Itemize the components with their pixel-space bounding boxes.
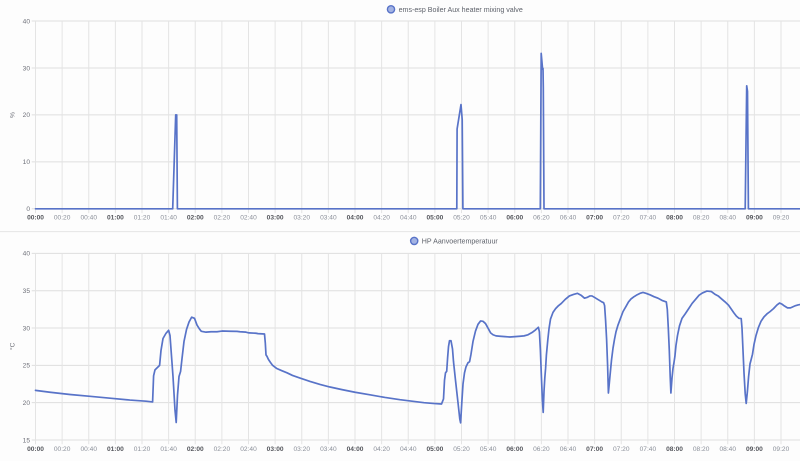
svg-text:06:20: 06:20: [533, 446, 550, 453]
svg-text:0: 0: [26, 206, 30, 213]
svg-text:00:40: 00:40: [80, 215, 97, 222]
svg-text:08:20: 08:20: [693, 215, 710, 222]
svg-text:08:40: 08:40: [719, 215, 736, 222]
svg-text:05:20: 05:20: [453, 215, 470, 222]
svg-text:07:40: 07:40: [640, 215, 657, 222]
svg-text:08:00: 08:00: [666, 446, 683, 453]
svg-text:30: 30: [23, 325, 31, 332]
svg-text:03:00: 03:00: [267, 215, 284, 222]
svg-text:06:00: 06:00: [506, 446, 523, 453]
svg-text:08:40: 08:40: [719, 446, 736, 453]
svg-text:35: 35: [23, 288, 31, 295]
svg-text:03:00: 03:00: [267, 446, 284, 453]
svg-text:02:20: 02:20: [214, 446, 231, 453]
svg-text:20: 20: [23, 112, 31, 119]
svg-text:07:00: 07:00: [586, 215, 603, 222]
svg-text:04:40: 04:40: [400, 215, 417, 222]
svg-text:04:00: 04:00: [347, 446, 364, 453]
svg-text:07:20: 07:20: [613, 215, 630, 222]
svg-text:10: 10: [23, 159, 31, 166]
svg-text:05:00: 05:00: [426, 446, 443, 453]
svg-text:07:00: 07:00: [586, 446, 603, 453]
svg-text:05:40: 05:40: [480, 446, 497, 453]
svg-text:02:20: 02:20: [214, 215, 231, 222]
svg-text:07:20: 07:20: [613, 446, 630, 453]
svg-text:05:20: 05:20: [453, 446, 470, 453]
svg-text:01:40: 01:40: [160, 215, 177, 222]
svg-text:07:40: 07:40: [640, 446, 657, 453]
svg-text:00:00: 00:00: [27, 446, 44, 453]
svg-text:25: 25: [23, 363, 31, 370]
svg-text:00:00: 00:00: [27, 215, 44, 222]
svg-text:05:00: 05:00: [426, 215, 443, 222]
svg-text:01:00: 01:00: [107, 446, 124, 453]
svg-text:06:00: 06:00: [506, 215, 523, 222]
svg-text:04:20: 04:20: [373, 446, 390, 453]
svg-text:05:40: 05:40: [480, 215, 497, 222]
svg-text:00:40: 00:40: [80, 446, 97, 453]
svg-text:HP Aanvoertemperatuur: HP Aanvoertemperatuur: [422, 238, 499, 246]
svg-text:01:20: 01:20: [134, 446, 151, 453]
svg-text:09:20: 09:20: [773, 446, 790, 453]
svg-text:08:20: 08:20: [693, 446, 710, 453]
svg-text:04:20: 04:20: [373, 215, 390, 222]
svg-text:08:00: 08:00: [666, 215, 683, 222]
svg-text:06:40: 06:40: [560, 215, 577, 222]
svg-text:01:20: 01:20: [134, 215, 151, 222]
svg-text:30: 30: [23, 65, 31, 72]
svg-text:40: 40: [23, 18, 31, 25]
svg-text:01:40: 01:40: [160, 446, 177, 453]
svg-text:°C: °C: [9, 342, 17, 350]
svg-text:09:00: 09:00: [746, 215, 763, 222]
svg-text:09:00: 09:00: [746, 446, 763, 453]
svg-text:02:00: 02:00: [187, 215, 204, 222]
svg-text:15: 15: [23, 437, 31, 444]
svg-text:03:40: 03:40: [320, 446, 337, 453]
svg-text:00:20: 00:20: [54, 446, 71, 453]
svg-text:03:20: 03:20: [293, 446, 310, 453]
svg-text:20: 20: [23, 400, 31, 407]
svg-text:%: %: [10, 112, 17, 118]
svg-text:40: 40: [23, 251, 31, 258]
svg-text:ems-esp Boiler Aux heater mixi: ems-esp Boiler Aux heater mixing valve: [399, 6, 523, 14]
svg-text:04:40: 04:40: [400, 446, 417, 453]
svg-text:06:20: 06:20: [533, 215, 550, 222]
svg-text:03:20: 03:20: [293, 215, 310, 222]
svg-text:09:20: 09:20: [773, 215, 790, 222]
svg-text:03:40: 03:40: [320, 215, 337, 222]
svg-text:04:00: 04:00: [347, 215, 364, 222]
svg-text:02:00: 02:00: [187, 446, 204, 453]
svg-text:02:40: 02:40: [240, 215, 257, 222]
svg-text:02:40: 02:40: [240, 446, 257, 453]
svg-text:06:40: 06:40: [560, 446, 577, 453]
svg-text:01:00: 01:00: [107, 215, 124, 222]
svg-text:00:20: 00:20: [54, 215, 71, 222]
